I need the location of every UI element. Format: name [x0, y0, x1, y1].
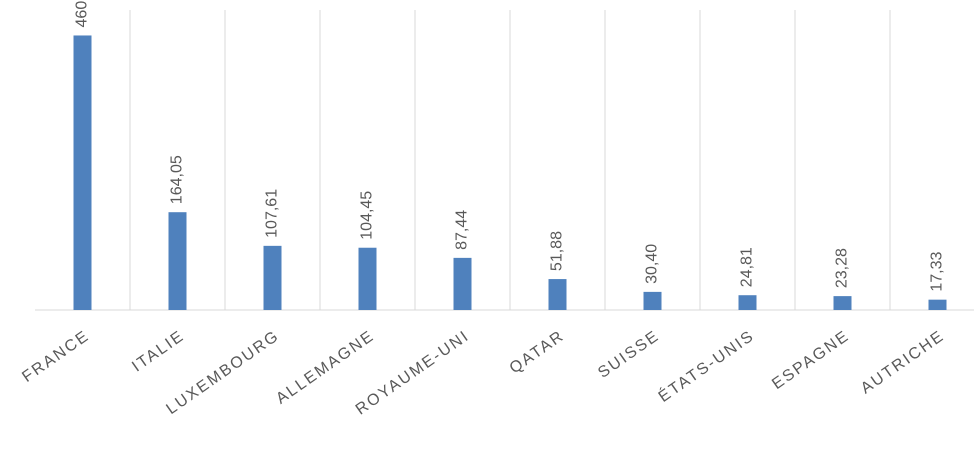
x-tick-label: AUTRICHE — [858, 327, 948, 397]
value-label: 23,28 — [834, 248, 851, 288]
x-tick-label: ESPAGNE — [769, 327, 853, 393]
bar — [73, 35, 92, 310]
value-label: 24,81 — [739, 247, 756, 287]
value-label: 17,33 — [929, 252, 946, 292]
x-tick-label: FRANCE — [19, 327, 92, 386]
bar — [263, 245, 282, 310]
value-label: 87,44 — [454, 210, 471, 250]
value-label: 460,50 — [74, 0, 91, 27]
bar — [453, 257, 472, 310]
x-tick-label: ALLEMAGNE — [273, 327, 378, 407]
x-tick-label: ITALIE — [129, 327, 188, 375]
bar — [738, 295, 757, 310]
bar — [833, 296, 852, 310]
x-tick-label: ÉTATS-UNIS — [655, 326, 758, 406]
value-label: 51,88 — [549, 231, 566, 271]
bar — [643, 291, 662, 310]
bar — [548, 279, 567, 310]
value-label: 164,05 — [169, 155, 186, 204]
bar — [928, 299, 947, 310]
x-tick-label: SUISSE — [595, 327, 663, 381]
value-label: 30,40 — [644, 244, 661, 284]
bar — [168, 212, 187, 310]
x-tick-label: QATAR — [507, 327, 568, 377]
bar — [358, 247, 377, 310]
value-label: 107,61 — [264, 189, 281, 238]
value-label: 104,45 — [359, 191, 376, 240]
